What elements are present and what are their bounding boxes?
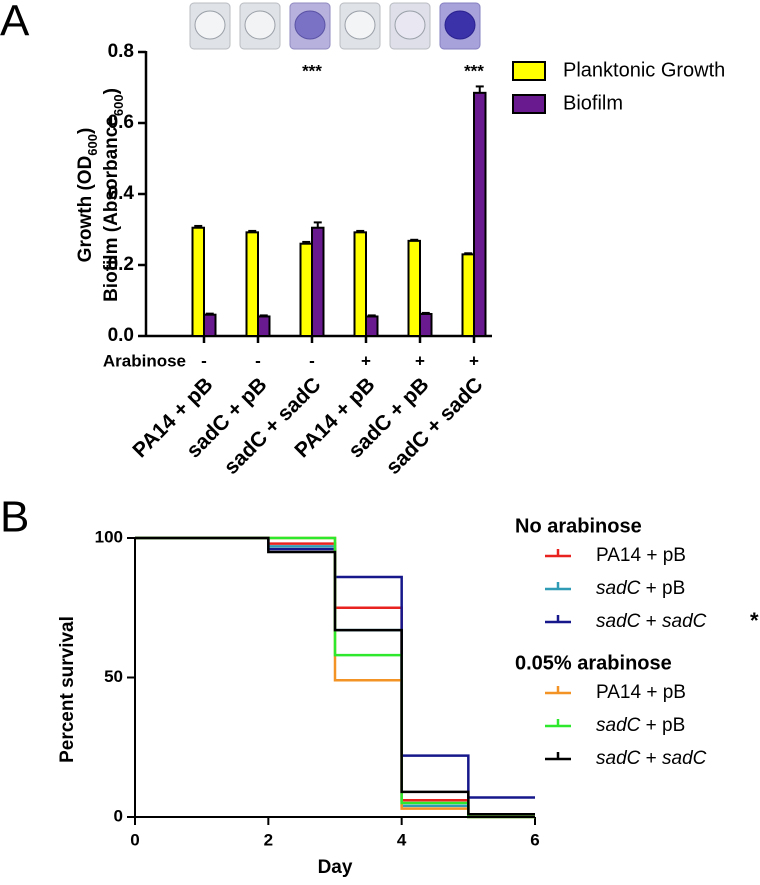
y-tick-label: 0.0 [108,325,134,346]
bar [473,91,487,337]
bar [365,315,379,338]
legend-note: * [750,608,759,633]
y-axis-label-part: 600 [85,134,100,156]
x-tick-label: 6 [530,830,539,849]
x-tick-label: 2 [264,830,273,849]
panel-label: A [0,0,30,46]
bar [407,239,421,337]
bar [203,313,217,338]
survival-line [135,536,535,816]
legend-swatch [512,61,546,81]
well-images [189,2,481,50]
x-axis-label: Day [318,857,353,878]
legend-label: Biofilm [563,92,623,114]
legend-label: sadC + sadC [596,748,707,769]
y-tick-label: 50 [104,667,123,686]
y-tick-label: 0.8 [108,41,134,62]
legend-label: PA14 + pB [596,682,686,703]
bar [461,253,475,338]
x-tick-label: 0 [130,830,139,849]
significance: *** [302,61,322,80]
row-value: - [255,351,261,370]
y-axis-label: Percent survival [57,616,78,763]
bar [419,312,433,337]
row-value: + [361,351,371,370]
x-tick-label: sadC + sadC [382,373,488,479]
legend-label: Planktonic Growth [563,59,725,81]
bar [245,231,259,337]
bar [353,231,367,337]
legend-swatch [512,94,546,114]
row-value: - [201,351,207,370]
row-label: Arabinose [103,351,186,370]
y-axis-label: Biofilm (Absorbance600) [101,88,126,302]
y-tick-label: 0.2 [108,254,134,275]
legend-label: PA14 + pB [596,545,686,566]
row-value: + [469,351,479,370]
significance: *** [464,61,484,80]
y-axis-label-part: Biofilm (Absorbance [101,116,122,302]
panel-label: B [0,493,29,542]
bar [191,226,205,338]
row-value: + [415,351,425,370]
y-axis-label-part: ) [75,128,96,134]
y-tick-label: 0.4 [108,183,135,204]
y-axis-label-part: 600 [111,94,126,116]
y-axis-label-part: Growth (OD [75,156,96,263]
x-tick-label: 4 [397,830,407,849]
y-tick-label: 100 [95,527,123,546]
y-axis-label: Growth (OD600) [75,128,100,263]
y-tick-label: 0 [114,806,123,825]
bar [299,242,313,337]
legend-label: sadC + sadC [596,611,707,632]
bar [311,226,325,338]
row-value: - [309,351,315,370]
y-axis-label-part: ) [101,88,122,94]
legend-title: No arabinose [515,515,642,537]
legend-label: sadC + pB [596,715,685,736]
legend-label: sadC + pB [596,578,685,599]
legend-title: 0.05% arabinose [515,652,672,674]
bar [257,315,271,338]
y-tick-label: 0.6 [108,112,134,133]
